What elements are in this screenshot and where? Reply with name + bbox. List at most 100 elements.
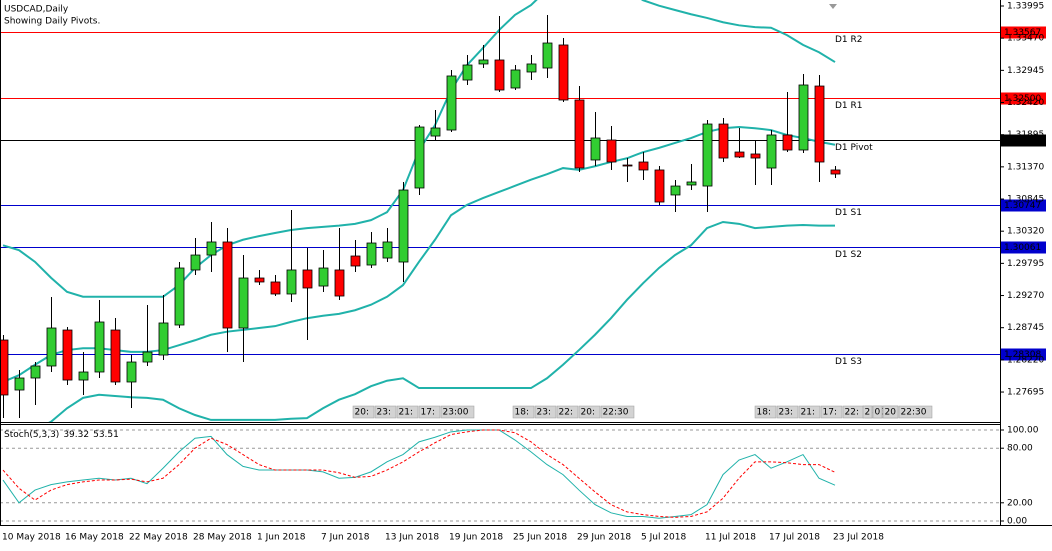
x-tick-label: 28 May 2018 (193, 533, 252, 543)
time-box-label: 20: (581, 408, 595, 418)
y-tick-label: 80.00 (1007, 444, 1033, 454)
shift-marker (829, 4, 837, 9)
x-tick-label: 16 May 2018 (65, 533, 124, 543)
time-box (754, 405, 777, 419)
y-tick-label: 1.33995 (1007, 2, 1044, 12)
candle-body (686, 181, 697, 186)
candle-body (238, 277, 249, 329)
time-box-label: 21: (801, 408, 815, 418)
x-tick-label: 7 Jun 2018 (321, 533, 370, 543)
time-box-label: 18: (515, 408, 529, 418)
time-box-label: 17: (823, 408, 837, 418)
x-tick-label: 13 Jun 2018 (385, 533, 439, 543)
candle-body (718, 123, 729, 159)
candle-body (798, 84, 809, 151)
candle-body (158, 322, 169, 356)
x-tick-label: 25 Jun 2018 (513, 533, 567, 543)
time-box-label: 18: (757, 408, 771, 418)
time-box (374, 405, 397, 419)
pivot-label: D1 S1 (835, 208, 862, 218)
candle-body (302, 269, 313, 289)
candle-body (766, 134, 777, 169)
indicator-value: 39.32 (63, 430, 89, 440)
candle-body (0, 339, 9, 396)
chart-subtitle: Showing Daily Pivots. (4, 17, 100, 27)
candle-body (78, 371, 89, 381)
candle-body (782, 134, 793, 151)
candle-body (654, 169, 665, 203)
candle-body (542, 42, 553, 69)
price-box-label: 1.30061 (1004, 243, 1041, 253)
candle-body (110, 329, 121, 383)
candle-body (526, 63, 537, 73)
y-tick-label: 1.29270 (1007, 291, 1044, 301)
candle-body (430, 127, 441, 137)
candle-body (286, 269, 297, 295)
x-tick-label: 17 Jul 2018 (769, 533, 820, 543)
time-box-label: 22: (845, 408, 859, 418)
time-box (556, 405, 579, 419)
pivot-label: D1 Pivot (835, 143, 873, 153)
candle-body (30, 365, 41, 379)
candle-body (350, 255, 361, 267)
pivot-label: D1 S3 (835, 357, 862, 367)
time-box (776, 405, 799, 419)
time-box (512, 405, 535, 419)
x-tick-label: 5 Jul 2018 (641, 533, 686, 543)
price-box-label: 1.30747 (1004, 201, 1041, 211)
candle-body (206, 241, 217, 256)
x-tick-label: 29 Jun 2018 (577, 533, 631, 543)
candle-body (702, 123, 713, 187)
stoch-line (2, 429, 836, 519)
time-box (418, 405, 441, 419)
price-box-label: 1.31814 (1004, 136, 1041, 146)
time-box (352, 405, 375, 419)
time-box-label: 23: (377, 408, 391, 418)
time-box (534, 405, 557, 419)
candle-body (670, 185, 681, 196)
x-tick-label: 1 Jun 2018 (257, 533, 306, 543)
x-tick-label: 23 Jul 2018 (833, 533, 884, 543)
candle-body (222, 241, 233, 329)
candle-body (190, 254, 201, 271)
candle-body (558, 44, 569, 101)
indicator-label: Stoch(5,3,3) 39.32 53.51 (4, 430, 119, 440)
time-box (862, 405, 873, 419)
price-box (1001, 199, 1046, 212)
overlay: D1 R2 1.33567 D1 R1 1.32500 D1 Pivot 1.31814 D… (4, 5, 1046, 440)
pivot-label: D1 S2 (835, 250, 862, 260)
y-tick-label: 20.00 (1007, 498, 1033, 508)
time-box-label: 23:00 (443, 408, 469, 418)
price-box-label: 1.28308 (1004, 350, 1041, 360)
stoch-line (2, 429, 836, 518)
time-box (396, 405, 419, 419)
y-tick-label: 1.29795 (1007, 259, 1044, 269)
y-tick-label: 1.30320 (1007, 227, 1044, 237)
time-box (898, 405, 933, 419)
candle-body (270, 281, 281, 295)
candle-body (830, 169, 841, 175)
chart-title: USDCAD,Daily (4, 5, 69, 15)
time-box-label: 23: (779, 408, 793, 418)
time-box-label: 20 (885, 408, 897, 418)
y-tick-label: 0.00 (1007, 516, 1027, 526)
price-box (1001, 92, 1046, 105)
price-box (1001, 26, 1046, 39)
time-box (440, 405, 475, 419)
time-box (798, 405, 821, 419)
y-tick-label: 1.33470 (1007, 34, 1044, 44)
candle-body (382, 241, 393, 259)
candle-body (126, 361, 137, 383)
time-box (872, 405, 883, 419)
candle-body (622, 164, 633, 167)
candle-body (14, 377, 25, 391)
y-tick-label: 1.30845 (1007, 195, 1044, 205)
time-box-label: 22: (559, 408, 573, 418)
y-tick-label: 1.32420 (1007, 98, 1044, 108)
time-box (882, 405, 899, 419)
time-box-label: 0 (875, 408, 881, 418)
x-tick-label: 19 Jun 2018 (449, 533, 503, 543)
main-panel (0, 0, 1000, 422)
